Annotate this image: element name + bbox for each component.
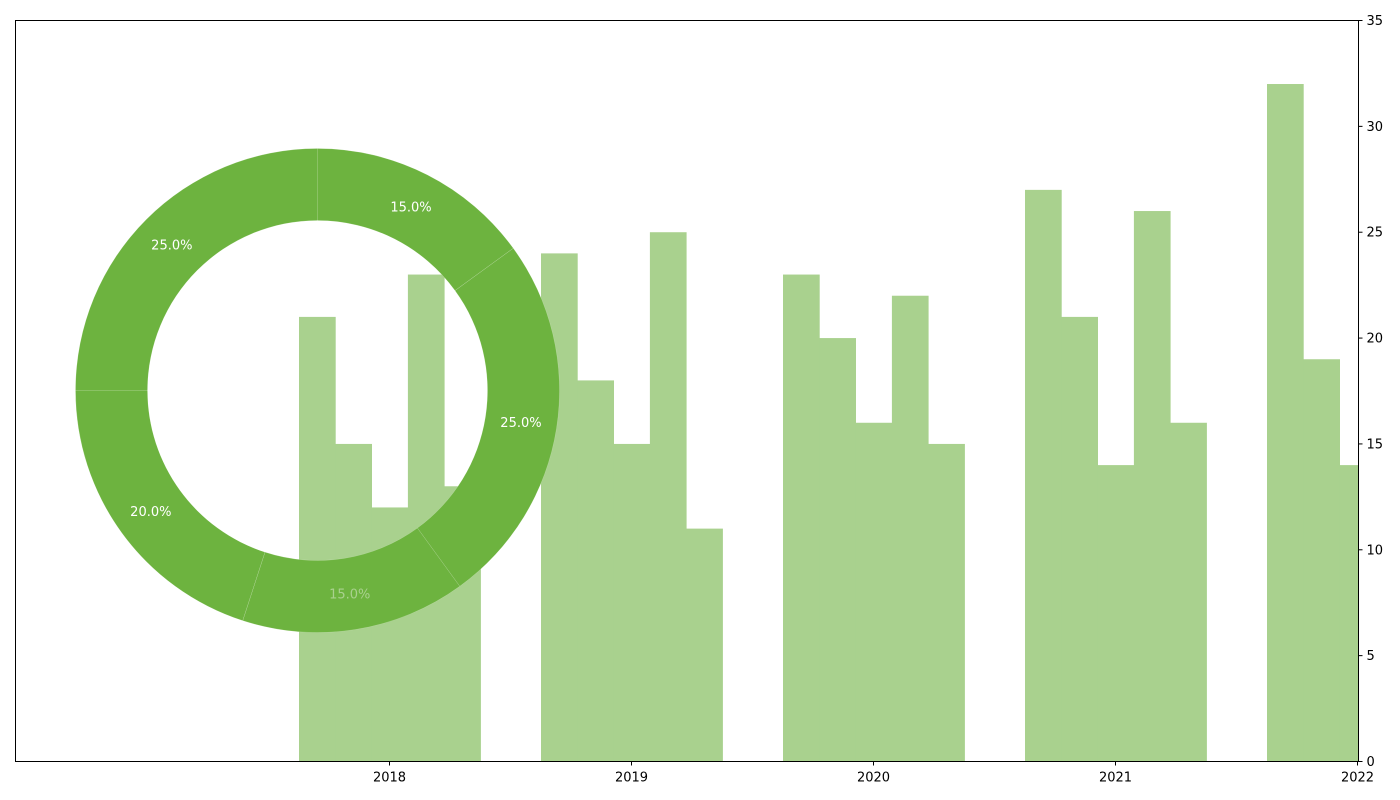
donut-slice bbox=[417, 247, 560, 587]
bar-series bbox=[299, 84, 1359, 762]
y-tick-label: 35 bbox=[1367, 14, 1384, 29]
bar bbox=[613, 443, 651, 762]
y-tick-label: 15 bbox=[1367, 437, 1384, 452]
donut-slice bbox=[242, 527, 461, 633]
x-axis: 2018 2019 2020 2021 2022 bbox=[373, 761, 1374, 786]
bar bbox=[299, 316, 336, 762]
bar bbox=[649, 232, 687, 762]
y-tick-label: 0 bbox=[1367, 755, 1375, 770]
bar bbox=[686, 528, 723, 762]
bar bbox=[1170, 422, 1207, 762]
bar bbox=[1097, 465, 1135, 762]
bar bbox=[1303, 359, 1340, 762]
donut-chart: 15.0% 25.0% 15.0% 20.0% 25.0% bbox=[75, 148, 560, 633]
bar bbox=[891, 295, 929, 762]
y-axis: 0 5 10 15 20 25 30 35 bbox=[1358, 14, 1384, 770]
x-tick-label: 2020 bbox=[857, 771, 890, 786]
bar bbox=[1133, 211, 1171, 762]
bar bbox=[1025, 189, 1062, 762]
donut-slice-label: 25.0% bbox=[151, 238, 192, 253]
y-tick-label: 10 bbox=[1367, 543, 1384, 558]
donut-slice bbox=[317, 148, 514, 291]
y-tick-label: 5 bbox=[1367, 649, 1375, 664]
donut-slice-label: 20.0% bbox=[130, 505, 171, 520]
x-tick-label: 2018 bbox=[373, 771, 406, 786]
x-tick-label: 2021 bbox=[1099, 771, 1132, 786]
x-tick-label: 2022 bbox=[1341, 771, 1374, 786]
bar bbox=[928, 443, 965, 762]
bar bbox=[577, 380, 614, 762]
bar bbox=[1061, 316, 1098, 762]
donut-slice bbox=[75, 148, 318, 391]
donut-slice-label: 15.0% bbox=[329, 587, 370, 602]
bar bbox=[819, 338, 856, 762]
y-tick-label: 25 bbox=[1367, 226, 1384, 241]
bar bbox=[1267, 84, 1304, 762]
donut-slice-label: 15.0% bbox=[390, 200, 431, 215]
donut-slice-label: 25.0% bbox=[500, 416, 541, 431]
bar bbox=[855, 422, 893, 762]
y-tick-label: 20 bbox=[1367, 332, 1384, 347]
bar bbox=[1339, 465, 1359, 762]
plot-frame bbox=[15, 20, 1359, 762]
x-tick-label: 2019 bbox=[615, 771, 648, 786]
bar bbox=[783, 274, 820, 762]
y-tick-label: 30 bbox=[1367, 120, 1384, 135]
